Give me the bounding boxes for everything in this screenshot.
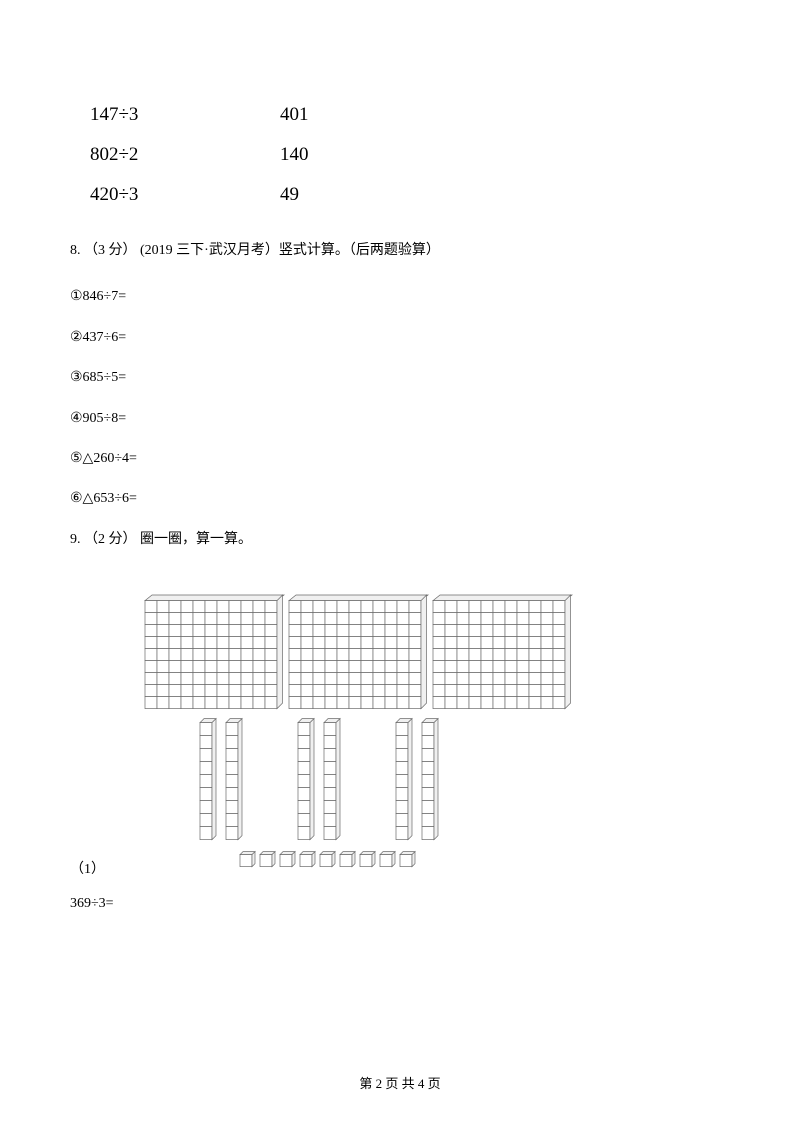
q8-item: ⑤△260÷4= <box>70 448 730 470</box>
matching-table: 147÷3 401 802÷2 140 420÷3 49 <box>90 95 730 215</box>
match-right-value: 140 <box>280 144 309 166</box>
q8-item: ②437÷6= <box>70 327 730 349</box>
match-right-value: 401 <box>280 104 309 126</box>
q8-header: 8. （3 分） (2019 三下·武汉月考）竖式计算。（后两题验算） <box>70 240 730 262</box>
match-left-expr: 147÷3 <box>90 104 250 126</box>
match-row: 802÷2 140 <box>90 135 730 175</box>
match-left-expr: 420÷3 <box>90 184 250 206</box>
q8-item: ④905÷8= <box>70 408 730 430</box>
q9-header: 9. （2 分） 圈一圈，算一算。 <box>70 529 730 551</box>
q8-item: ③685÷5= <box>70 367 730 389</box>
match-row: 420÷3 49 <box>90 175 730 215</box>
q8-item: ①846÷7= <box>70 286 730 308</box>
page-footer: 第 2 页 共 4 页 <box>0 1073 800 1092</box>
match-right-value: 49 <box>280 184 299 206</box>
match-left-expr: 802÷2 <box>90 144 250 166</box>
q9-sub-label: （1） <box>70 859 105 885</box>
q8-item: ⑥△653÷6= <box>70 488 730 510</box>
base-ten-blocks-figure <box>125 585 585 885</box>
q9-expression: 369÷3= <box>70 893 730 915</box>
q9-figure-row: （1） <box>70 575 730 885</box>
match-row: 147÷3 401 <box>90 95 730 135</box>
